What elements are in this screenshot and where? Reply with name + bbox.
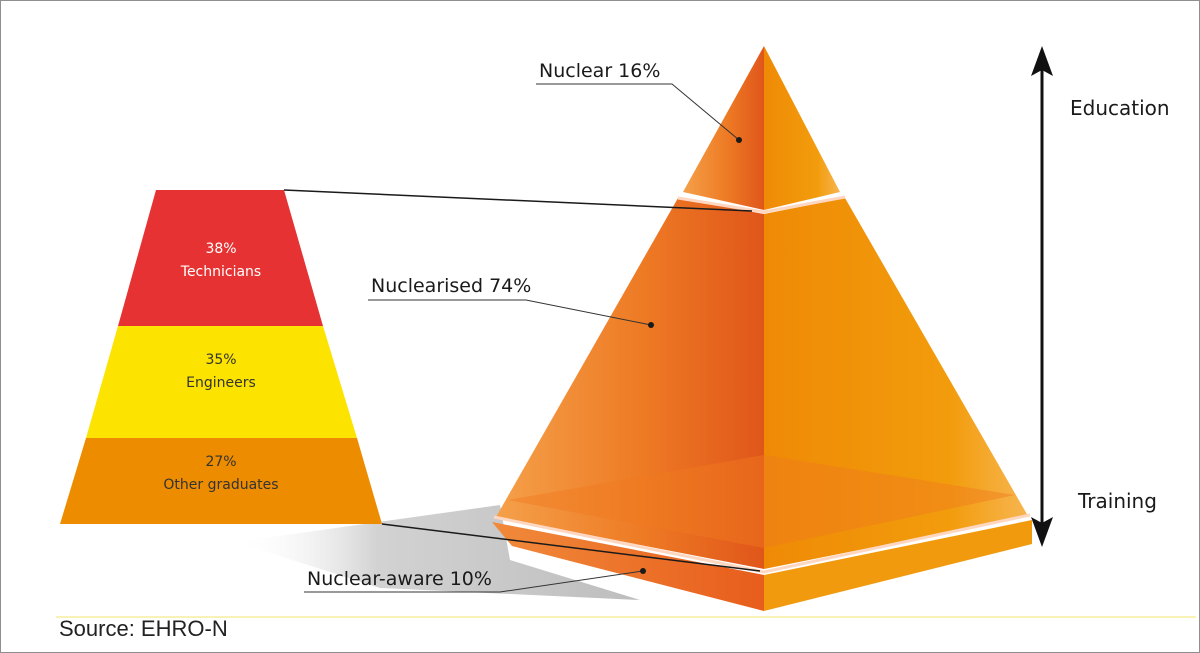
callout-leader-nuclear	[536, 83, 740, 141]
technicians-percent: 38%	[205, 241, 236, 257]
other-graduates-label: Other graduates	[163, 477, 278, 493]
pyramid-top-left-face	[683, 46, 764, 210]
arrow-down-icon	[1031, 517, 1053, 547]
tier-band-bottom	[493, 513, 1031, 574]
pyramid-base-left-face	[492, 522, 764, 611]
callout-dot-nuclear	[736, 137, 742, 143]
arrow-up-icon	[1031, 46, 1053, 76]
callout-nuclear: Nuclear 16%	[539, 60, 660, 82]
engineers-label: Engineers	[186, 375, 256, 391]
segment-engineers	[86, 326, 357, 438]
connector-line-top	[283, 189, 753, 212]
pyramid-shadow	[236, 505, 640, 600]
source-caption: Source: EHRO-N	[59, 616, 228, 641]
callout-leader-nuclear-aware	[304, 570, 644, 593]
pyramid-mid-left-face	[496, 198, 764, 569]
segment-technicians	[118, 190, 323, 326]
pyramid-mid-right-face	[764, 198, 1028, 569]
pyramid-base-right-face	[764, 520, 1032, 611]
pyramid-inner-floor	[508, 455, 1015, 548]
callout-nuclearised: Nuclearised 74%	[371, 275, 531, 297]
connector-line-bottom	[381, 523, 761, 572]
segment-other-graduates	[60, 438, 382, 524]
pyramid-top-right-face	[764, 46, 840, 210]
axis-label-training: Training	[1077, 489, 1157, 513]
axis-label-education: Education	[1070, 96, 1170, 120]
tier-band-top	[677, 195, 846, 214]
technicians-label: Technicians	[180, 264, 261, 280]
callout-dot-nuclearised	[648, 322, 654, 328]
callout-leader-nuclearised	[368, 299, 652, 326]
other-graduates-percent: 27%	[205, 454, 236, 470]
callout-dot-nuclear-aware	[640, 568, 646, 574]
callout-nuclear-aware: Nuclear-aware 10%	[307, 568, 492, 590]
engineers-percent: 35%	[205, 352, 236, 368]
